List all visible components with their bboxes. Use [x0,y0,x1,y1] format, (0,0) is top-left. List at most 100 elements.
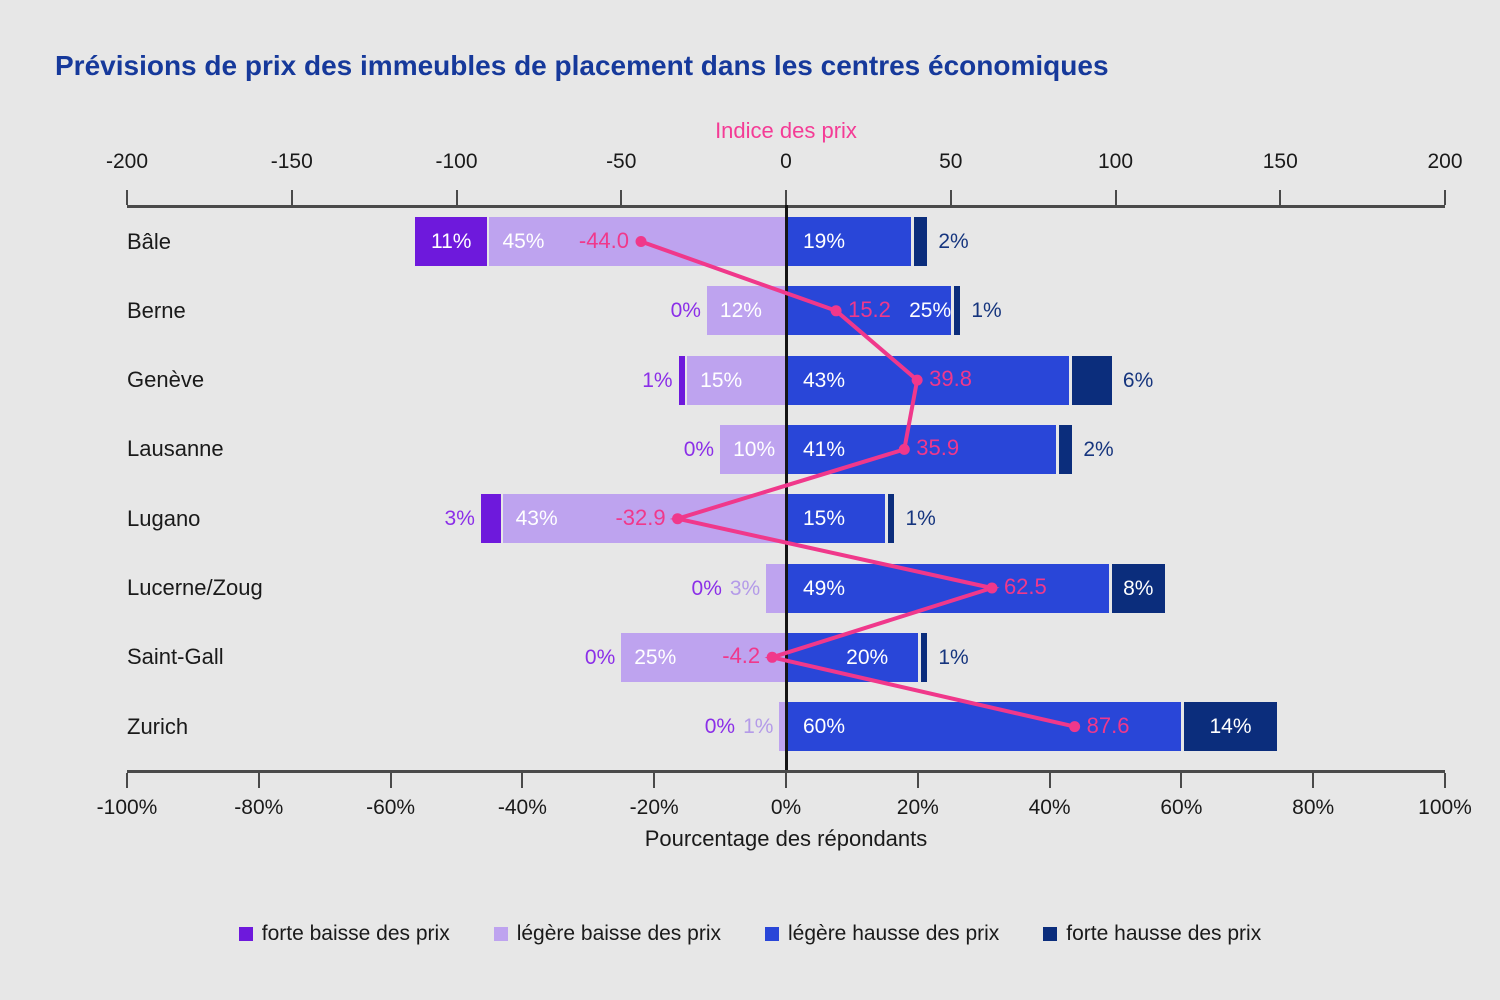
top-axis-title: Indice des prix [715,118,857,143]
value-label-forte-hausse: 8% [1123,576,1154,600]
bottom-axis-tick [1180,773,1183,788]
segment-forte-baisse [414,217,488,266]
legend-item: forte baisse des prix [238,922,450,946]
value-label-legere-hausse: 41% [803,437,846,461]
value-label-forte-hausse: 1% [971,299,1002,323]
value-label-legere-hausse: 20% [846,645,889,669]
bottom-axis-tick-label: -20% [629,796,679,819]
value-label-legere-hausse: 19% [803,230,846,253]
bottom-axis-tick [653,773,656,788]
segment-legere-baisse [766,563,786,613]
top-axis-tick [949,190,952,205]
category-label: Lausanne [127,436,224,462]
top-axis-tick [290,190,293,205]
bottom-axis-tick [1048,773,1051,788]
category-label: Saint-Gall [127,644,224,670]
bottom-axis-tick [785,773,787,788]
category-label: Bâle [127,228,172,254]
legend-label: forte hausse des prix [1066,922,1262,945]
bottom-axis-tick [257,773,260,788]
legend-item: légère baisse des prix [493,922,721,946]
top-axis-tick-label: 150 [1262,150,1298,173]
zero-baseline [784,205,788,770]
value-label-legere-baisse: 10% [733,437,776,461]
legend-label: forte baisse des prix [261,922,450,945]
category-label: Berne [127,297,186,323]
value-label-legere-baisse: 12% [719,299,762,323]
top-axis-tick [126,190,128,205]
value-label-forte-baisse: 11% [430,230,472,253]
legend-swatch-icon [764,927,779,941]
value-label-forte-baisse: 1% [642,368,673,392]
value-label-forte-baisse: 0% [584,645,616,669]
top-axis-tick-label: -50 [606,150,637,173]
value-label-forte-hausse: 14% [1209,715,1252,739]
price-index-value: 87.6 [1086,712,1130,738]
bottom-axis-tick-label: 40% [1028,796,1071,819]
top-axis-tick-label: 50 [939,150,963,173]
bottom-axis-tick [389,773,392,788]
category-label: Lugano [127,505,201,531]
value-label-legere-hausse: 15% [803,507,846,531]
value-label-legere-hausse: 60% [803,715,846,739]
value-label-legere-baisse: 43% [515,507,558,531]
bottom-axis-tick-label: 60% [1160,796,1203,819]
value-label-forte-baisse: 0% [670,299,701,323]
value-label-legere-baisse: 25% [634,645,677,669]
bottom-axis-tick [521,773,524,788]
bottom-axis-tick-label: 20% [896,796,939,819]
segment-forte-hausse [914,217,928,266]
segment-forte-baisse [678,355,686,405]
bottom-axis-tick-label: -80% [234,796,284,819]
bottom-axis-tick-label: -40% [497,796,547,819]
bottom-axis-tick [1312,773,1315,788]
legend-swatch-icon [238,927,253,941]
price-index-value: -32.9 [615,504,666,530]
value-label-legere-hausse: 49% [803,576,846,600]
legend: forte baisse des prix légère baisse des p… [0,922,1500,946]
value-label-legere-baisse: 15% [700,368,743,392]
bottom-axis-tick-label: 0% [770,796,802,819]
bottom-axis-tick-label: -100% [96,796,158,819]
price-index-value: 39.8 [929,366,972,392]
chart-title: Prévisions de prix des immeubles de plac… [55,50,1109,81]
top-axis-tick [1279,190,1282,205]
value-label-legere-hausse: 43% [803,368,846,392]
bottom-axis-line [127,770,1445,773]
top-axis-tick-label: -200 [105,150,149,173]
segment-forte-hausse [1184,702,1277,752]
legend-label: légère baisse des prix [516,922,721,945]
segment-forte-hausse [1059,424,1073,474]
price-index-value: -4.2 [722,643,761,669]
segment-forte-hausse [953,286,961,336]
bottom-axis-tick [1444,773,1446,788]
bottom-axis-tick-label: 80% [1292,796,1335,819]
category-label: Genève [127,367,205,393]
value-label-legere-hausse: 25% [909,299,952,323]
bottom-axis-title: Pourcentage des répondants [644,826,928,851]
bottom-axis-tick [916,773,919,788]
segment-forte-baisse [480,494,501,544]
top-axis-tick [1114,190,1117,205]
top-axis-tick-label: 100 [1097,150,1134,173]
legend-label: légère hausse des prix [787,922,1000,945]
segment-forte-hausse [1111,563,1165,613]
top-axis-tick [1444,190,1446,205]
segment-forte-hausse [1072,355,1112,405]
bottom-axis-tick [126,773,128,788]
top-axis-tick [455,190,458,205]
category-label: Lucerne/Zoug [127,575,263,600]
price-index-value: 35.9 [916,435,960,461]
top-axis-tick [620,190,623,205]
top-axis-tick [785,190,787,205]
value-label-forte-hausse: 1% [905,507,936,531]
top-axis-tick-label: 200 [1427,150,1463,173]
price-index-value: -44.0 [578,227,630,253]
top-axis-tick-label: -100 [435,150,478,173]
value-label-legere-baisse: 3% [729,576,761,600]
value-label-legere-baisse: 1% [743,715,774,739]
value-label-forte-hausse: 6% [1122,368,1154,392]
value-label-forte-baisse: 0% [691,576,722,600]
legend-item: forte hausse des prix [1043,922,1261,946]
